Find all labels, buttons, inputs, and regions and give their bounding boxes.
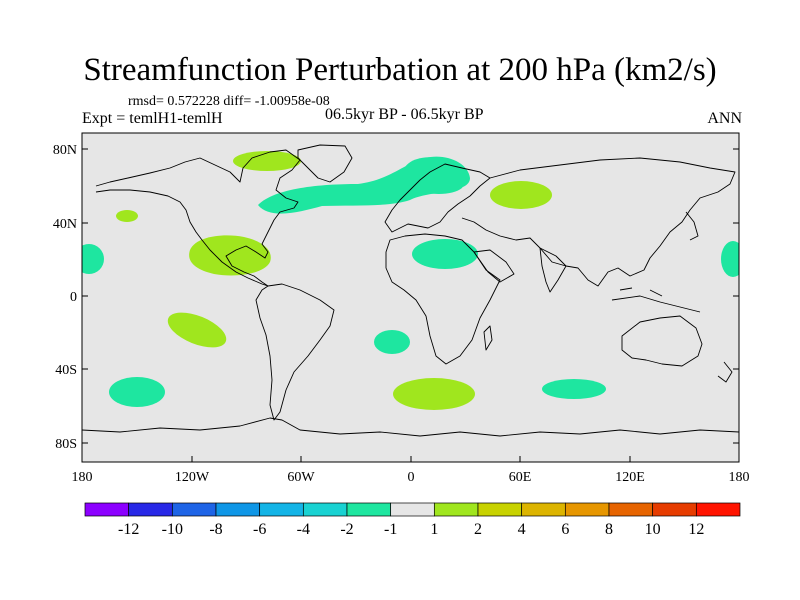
lon-tick-label: 60E [509,470,532,485]
asia-coastline [461,157,736,287]
anomaly-east-pacific-east [721,241,739,277]
colorbar-label: 12 [688,521,704,538]
lon-axis: 180 120W 60W 0 60E 120E 180 [72,456,750,485]
lat-tick-label: 80S [55,437,77,452]
colorbar-label: -12 [118,521,139,538]
anomaly-southern-ocean-atlantic [393,378,475,410]
colorbar-swatch [346,502,392,517]
lon-tick-label: 120E [615,470,645,485]
colorbar-label: 6 [561,521,569,538]
colorbar-label: -8 [209,521,222,538]
colorbar-swatch [302,502,348,517]
lat-tick-label: 80N [53,143,77,158]
plot-title: Streamfunction Perturbation at 200 hPa (… [83,52,717,88]
coastlines [82,144,739,437]
antarctica-coastline [82,417,739,437]
period-label: 06.5kyr BP - 06.5kyr BP [325,106,484,123]
lat-tick-label: 40N [53,217,77,232]
colorbar-swatch [128,502,173,517]
colorbar-swatch [84,502,130,517]
season-label: ANN [707,110,742,127]
colorbar-swatch [695,502,741,517]
colorbar-label: 8 [605,521,613,538]
colorbar-label: 2 [474,521,482,538]
colorbar-swatch [259,502,304,517]
colorbar-label: 4 [518,521,526,538]
lon-tick-label: 180 [72,470,93,485]
colorbar-label: -1 [384,521,397,538]
experiment-label: Expt = temlH1-temlH [82,110,223,127]
madagascar-coastline [483,325,493,351]
lat-axis: 80N 40N 0 40S 80S [53,143,739,452]
new-zealand-coastline [717,361,733,383]
lat-tick-label: 40S [55,363,77,378]
arabia-coastline [473,249,515,283]
africa-coastline [385,233,501,365]
lon-tick-label: 180 [729,470,750,485]
lon-tick-label: 120W [175,470,210,485]
anomaly-layer [82,151,739,410]
colorbar-swatch [521,502,566,517]
colorbar: -12 -10 -8 -6 -4 -2 -1 1 2 4 6 8 10 12 [84,502,741,538]
colorbar-label: -6 [253,521,266,538]
anomaly-north-pacific-small [116,210,138,222]
colorbar-label: -2 [340,521,353,538]
anomaly-south-pacific-mid [109,377,165,407]
lat-tick-label: 0 [70,290,77,305]
colorbar-label: 1 [430,521,438,538]
colorbar-swatch [215,502,261,517]
colorbar-swatch [564,502,610,517]
north-america-coastline [95,149,301,287]
colorbar-label: -4 [297,521,310,538]
anomaly-gulf-of-mexico [189,235,271,276]
india-coastline [539,247,567,293]
colorbar-swatch [477,502,523,517]
australia-coastline [621,315,703,367]
anomaly-north-africa [412,239,478,269]
stats-line: rmsd= 0.572228 diff= -1.00958e-08 [128,94,330,109]
colorbar-label: 10 [645,521,661,538]
lon-tick-label: 60W [287,470,315,485]
colorbar-label: -10 [162,521,183,538]
anomaly-central-asia [490,181,552,209]
southeast-asia-islands [611,287,701,313]
south-america-coastline [255,283,335,421]
colorbar-swatch [608,502,654,517]
japan-coastline [685,211,699,241]
anomaly-south-atlantic [374,330,410,354]
anomaly-scandinavia [402,157,466,194]
anomaly-southern-indian-ocean [542,379,606,399]
colorbar-swatch [390,502,435,517]
anomaly-hudson-bay [233,151,301,171]
colorbar-swatch [433,502,479,517]
anomaly-east-pacific-west [82,244,104,274]
anomaly-south-pacific-tropical [167,312,227,348]
colorbar-swatch [171,502,217,517]
greenland-coastline [297,144,353,183]
colorbar-swatch [652,502,697,517]
lon-tick-label: 0 [408,470,415,485]
